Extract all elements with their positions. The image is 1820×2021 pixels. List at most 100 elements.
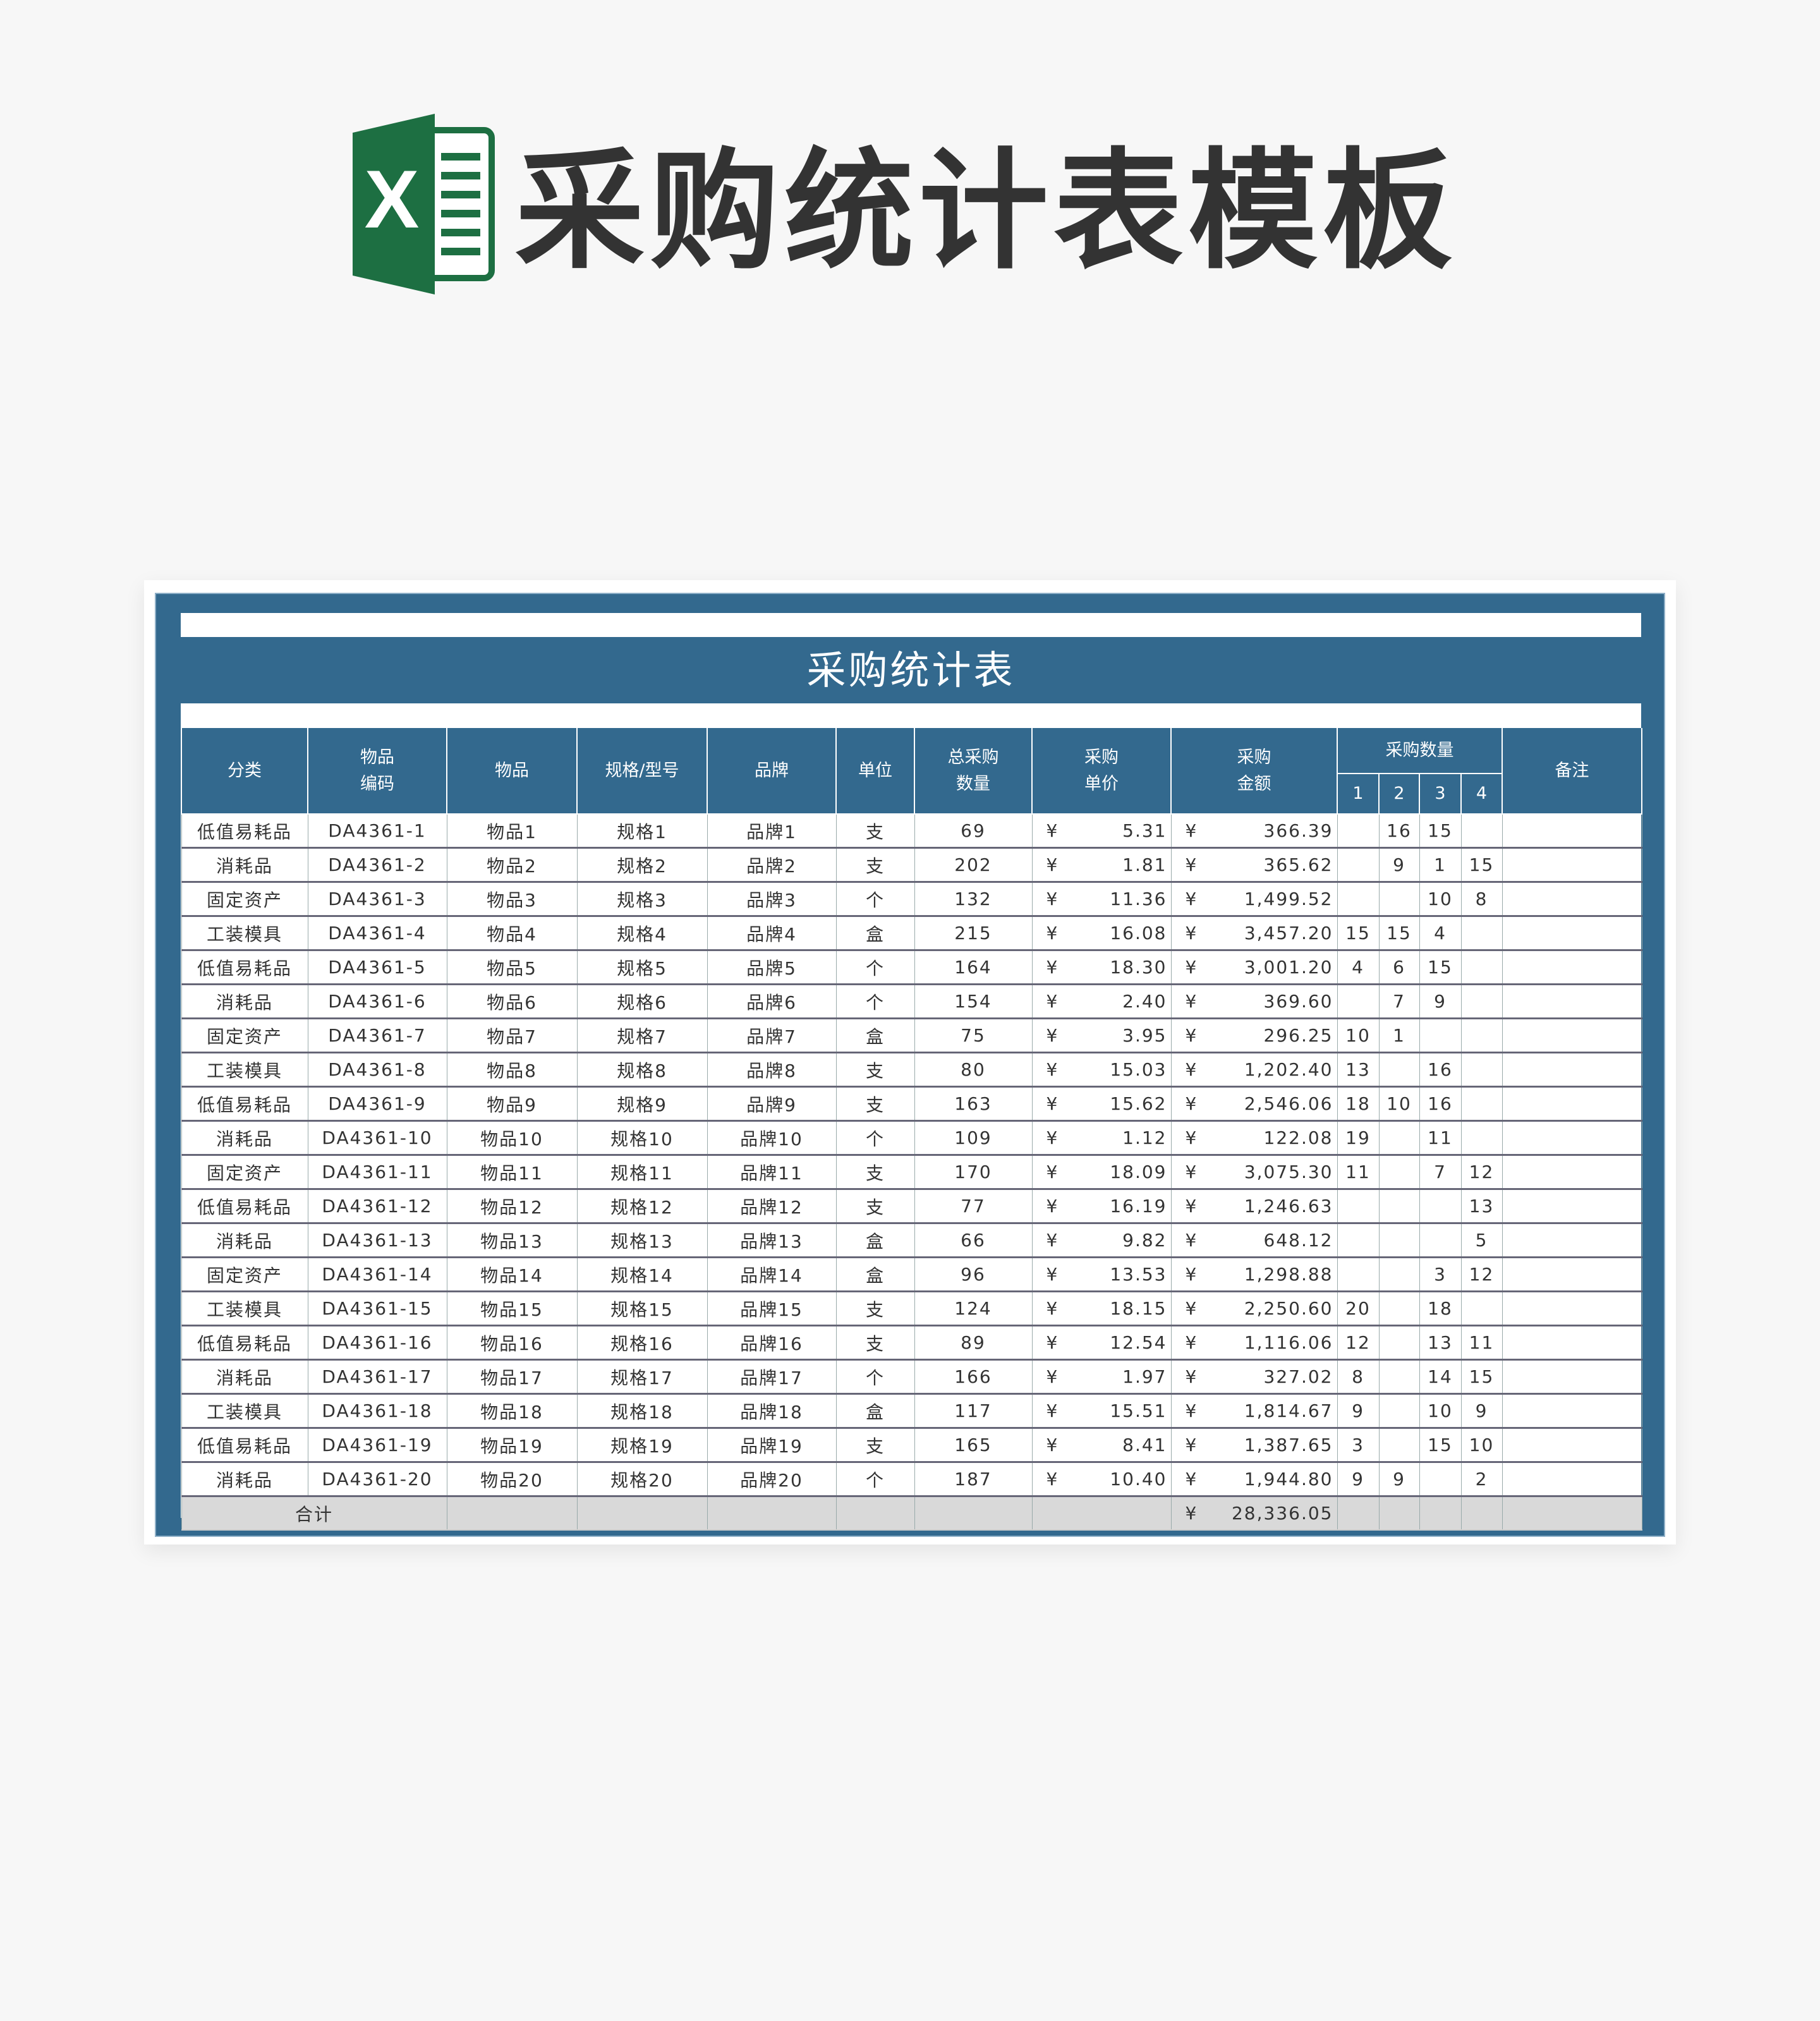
cell-spec[interactable]: 规格2 [576, 847, 708, 883]
cell-unit[interactable]: 支 [835, 1428, 915, 1463]
cell-brand[interactable]: 品牌20 [707, 1462, 837, 1497]
cell-category[interactable]: 消耗品 [181, 984, 308, 1019]
cell-q2[interactable] [1378, 1428, 1420, 1463]
cell-unit[interactable]: 个 [835, 882, 915, 917]
cell-total-qty[interactable]: 117 [914, 1393, 1033, 1429]
cell-unit-price[interactable]: ¥13.53 [1031, 1257, 1172, 1292]
total-empty-cell[interactable] [1502, 1496, 1642, 1531]
cell-code[interactable]: DA4361-4 [307, 916, 447, 951]
cell-code[interactable]: DA4361-10 [307, 1120, 447, 1156]
cell-spec[interactable]: 规格6 [576, 984, 708, 1019]
cell-amount[interactable]: ¥2,546.06 [1170, 1086, 1338, 1122]
cell-brand[interactable]: 品牌5 [707, 950, 837, 985]
cell-q1[interactable]: 20 [1337, 1291, 1380, 1326]
cell-brand[interactable]: 品牌13 [707, 1223, 837, 1258]
cell-q1[interactable] [1337, 1257, 1380, 1292]
cell-q4[interactable] [1460, 1086, 1503, 1122]
cell-q1[interactable]: 19 [1337, 1120, 1380, 1156]
cell-spec[interactable]: 规格4 [576, 916, 708, 951]
header-unit[interactable]: 单位 [835, 728, 915, 815]
cell-q1[interactable]: 9 [1337, 1393, 1380, 1429]
cell-q3[interactable]: 18 [1419, 1291, 1462, 1326]
cell-unit-price[interactable]: ¥5.31 [1031, 813, 1172, 849]
cell-spec[interactable]: 规格17 [576, 1359, 708, 1395]
cell-total-qty[interactable]: 77 [914, 1189, 1033, 1224]
cell-q1[interactable]: 15 [1337, 916, 1380, 951]
cell-q3[interactable]: 13 [1419, 1325, 1462, 1361]
cell-unit-price[interactable]: ¥1.97 [1031, 1359, 1172, 1395]
cell-q4[interactable] [1460, 1018, 1503, 1053]
cell-amount[interactable]: ¥2,250.60 [1170, 1291, 1338, 1326]
cell-amount[interactable]: ¥1,387.65 [1170, 1428, 1338, 1463]
cell-q2[interactable] [1378, 1223, 1420, 1258]
cell-remark[interactable] [1502, 1086, 1642, 1122]
cell-q3[interactable]: 10 [1419, 1393, 1462, 1429]
cell-amount[interactable]: ¥1,116.06 [1170, 1325, 1338, 1361]
cell-q3[interactable]: 10 [1419, 882, 1462, 917]
cell-item[interactable]: 物品17 [446, 1359, 578, 1395]
cell-code[interactable]: DA4361-9 [307, 1086, 447, 1122]
cell-q2[interactable] [1378, 1359, 1420, 1395]
cell-category[interactable]: 低值易耗品 [181, 950, 308, 985]
cell-brand[interactable]: 品牌11 [707, 1155, 837, 1190]
cell-remark[interactable] [1502, 847, 1642, 883]
cell-unit-price[interactable]: ¥15.51 [1031, 1393, 1172, 1429]
cell-category[interactable]: 工装模具 [181, 1052, 308, 1088]
cell-item[interactable]: 物品14 [446, 1257, 578, 1292]
cell-q1[interactable]: 18 [1337, 1086, 1380, 1122]
cell-remark[interactable] [1502, 1052, 1642, 1088]
cell-q4[interactable] [1460, 916, 1503, 951]
cell-unit[interactable]: 盒 [835, 1257, 915, 1292]
cell-brand[interactable]: 品牌10 [707, 1120, 837, 1156]
cell-unit-price[interactable]: ¥1.81 [1031, 847, 1172, 883]
cell-category[interactable]: 消耗品 [181, 1120, 308, 1156]
cell-item[interactable]: 物品19 [446, 1428, 578, 1463]
cell-q1[interactable]: 9 [1337, 1462, 1380, 1497]
cell-code[interactable]: DA4361-11 [307, 1155, 447, 1190]
cell-total-qty[interactable]: 80 [914, 1052, 1033, 1088]
cell-unit[interactable]: 盒 [835, 1223, 915, 1258]
cell-item[interactable]: 物品3 [446, 882, 578, 917]
cell-unit-price[interactable]: ¥1.12 [1031, 1120, 1172, 1156]
cell-q4[interactable]: 9 [1460, 1393, 1503, 1429]
cell-category[interactable]: 消耗品 [181, 1462, 308, 1497]
cell-total-qty[interactable]: 89 [914, 1325, 1033, 1361]
cell-category[interactable]: 工装模具 [181, 1291, 308, 1326]
cell-item[interactable]: 物品4 [446, 916, 578, 951]
cell-q3[interactable]: 16 [1419, 1086, 1462, 1122]
cell-q1[interactable]: 12 [1337, 1325, 1380, 1361]
cell-q4[interactable]: 15 [1460, 1359, 1503, 1395]
cell-category[interactable]: 低值易耗品 [181, 1428, 308, 1463]
cell-total-qty[interactable]: 75 [914, 1018, 1033, 1053]
cell-q4[interactable]: 2 [1460, 1462, 1503, 1497]
header-q3[interactable]: 3 [1419, 774, 1462, 815]
cell-unit-price[interactable]: ¥11.36 [1031, 882, 1172, 917]
cell-total-qty[interactable]: 165 [914, 1428, 1033, 1463]
cell-spec[interactable]: 规格10 [576, 1120, 708, 1156]
cell-amount[interactable]: ¥1,814.67 [1170, 1393, 1338, 1429]
header-q4[interactable]: 4 [1460, 774, 1503, 815]
cell-q4[interactable] [1460, 1291, 1503, 1326]
cell-brand[interactable]: 品牌9 [707, 1086, 837, 1122]
cell-code[interactable]: DA4361-5 [307, 950, 447, 985]
header-remark[interactable]: 备注 [1502, 728, 1642, 815]
cell-q4[interactable]: 10 [1460, 1428, 1503, 1463]
cell-brand[interactable]: 品牌7 [707, 1018, 837, 1053]
cell-remark[interactable] [1502, 1223, 1642, 1258]
cell-q3[interactable]: 15 [1419, 1428, 1462, 1463]
cell-brand[interactable]: 品牌14 [707, 1257, 837, 1292]
total-empty-cell[interactable] [1378, 1496, 1420, 1531]
cell-category[interactable]: 消耗品 [181, 847, 308, 883]
cell-q3[interactable] [1419, 1018, 1462, 1053]
header-q2[interactable]: 2 [1378, 774, 1420, 815]
cell-unit-price[interactable]: ¥8.41 [1031, 1428, 1172, 1463]
cell-unit-price[interactable]: ¥9.82 [1031, 1223, 1172, 1258]
cell-q4[interactable] [1460, 950, 1503, 985]
cell-amount[interactable]: ¥648.12 [1170, 1223, 1338, 1258]
cell-remark[interactable] [1502, 813, 1642, 849]
cell-brand[interactable]: 品牌18 [707, 1393, 837, 1429]
cell-remark[interactable] [1502, 1359, 1642, 1395]
cell-code[interactable]: DA4361-1 [307, 813, 447, 849]
cell-q3[interactable]: 14 [1419, 1359, 1462, 1395]
header-amount[interactable]: 采购 金额 [1170, 728, 1338, 815]
